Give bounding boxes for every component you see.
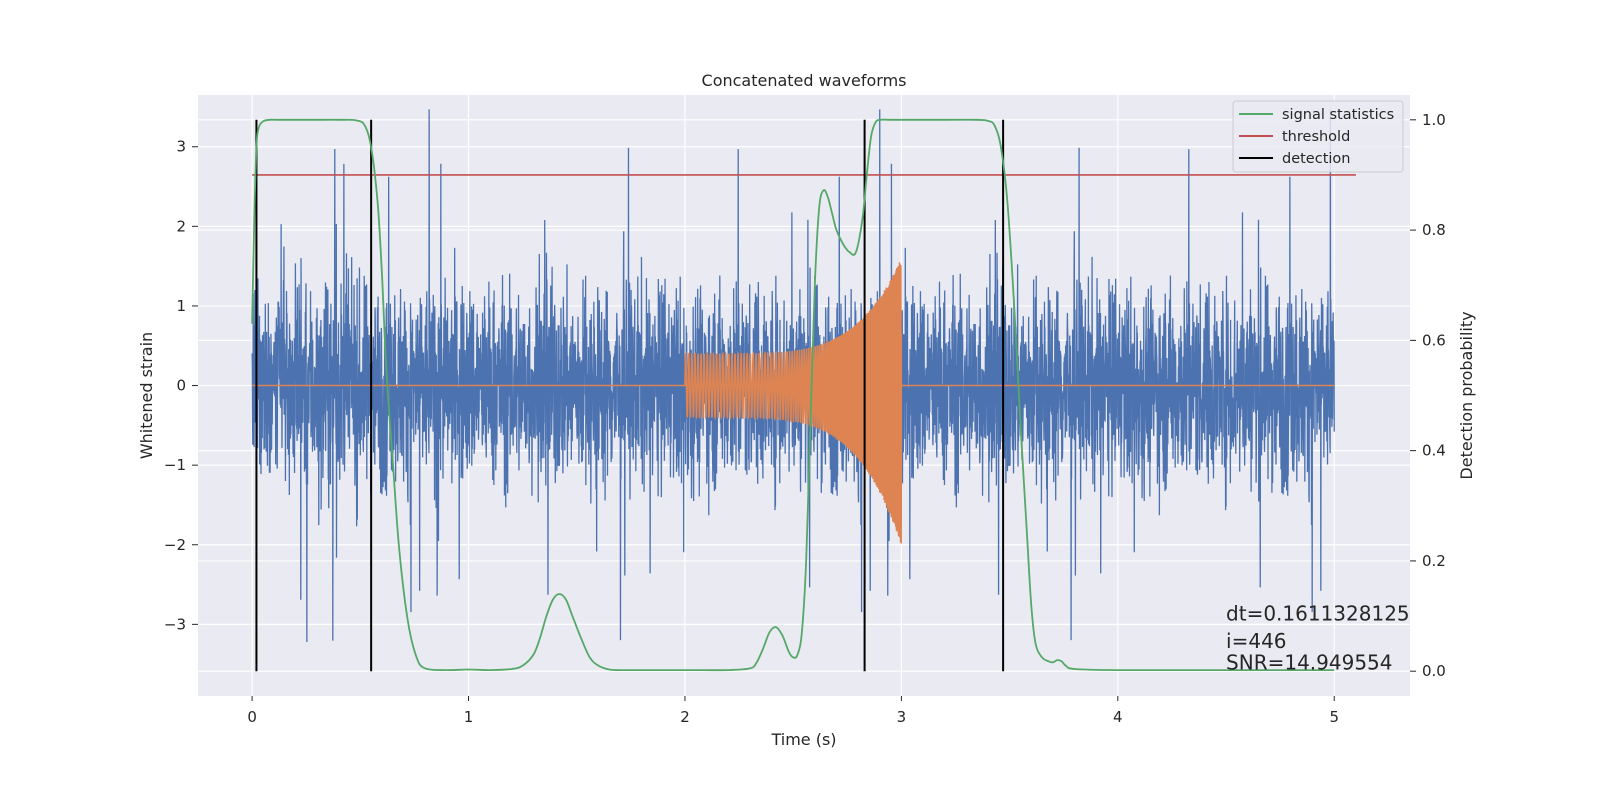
y-tick-label: 1	[176, 297, 186, 315]
legend-box	[1232, 100, 1404, 173]
y-tick-label: 0	[176, 377, 186, 395]
y-axis-label: Whitened strain	[137, 332, 156, 459]
right-y-axis-label: Detection probability	[1457, 311, 1476, 479]
y-tick-label: 2	[176, 217, 186, 235]
legend-label: threshold	[1282, 129, 1350, 145]
y-tick-label: −3	[164, 615, 186, 633]
annotation-text: dt=0.1611328125	[1226, 601, 1410, 625]
y-tick-label: −2	[164, 536, 186, 554]
x-tick-label: 2	[680, 708, 690, 726]
y2-tick-label: 1.0	[1422, 111, 1446, 129]
tick-layer: 0 1 2 3 4 5 −3 −2 −1 0 1 2 3 0.0 0.2 0.4 0.6 0.8 1.0	[164, 111, 1446, 726]
annotation-text: SNR=14.949554	[1226, 651, 1392, 675]
x-tick-label: 4	[1113, 708, 1123, 726]
y2-tick-label: 0.6	[1422, 331, 1446, 349]
chart-title: Concatenated waveforms	[702, 71, 907, 90]
x-tick-label: 5	[1329, 708, 1339, 726]
signal-statistics-line	[251, 118, 1335, 672]
y2-tick-label: 0.8	[1422, 221, 1446, 239]
y2-tick-label: 0.4	[1422, 442, 1446, 460]
y2-tick-label: 0.2	[1422, 552, 1446, 570]
legend-label: detection	[1282, 151, 1350, 167]
legend: signal statistics threshold detection	[1232, 100, 1404, 173]
y-tick-label: 3	[176, 138, 186, 156]
x-axis-label: Time (s)	[770, 730, 836, 749]
data-layer	[251, 109, 1356, 672]
x-tick-label: 1	[464, 708, 474, 726]
legend-label: signal statistics	[1282, 107, 1394, 123]
y-tick-label: −1	[164, 456, 186, 474]
annotation-text: i=446	[1226, 629, 1287, 653]
x-tick-label: 3	[897, 708, 907, 726]
y2-tick-label: 0.0	[1422, 662, 1446, 680]
x-tick-label: 0	[247, 708, 257, 726]
